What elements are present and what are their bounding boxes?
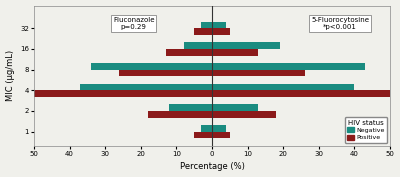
Bar xyxy=(80,84,212,90)
Bar xyxy=(120,70,212,76)
Bar xyxy=(212,70,304,76)
Bar xyxy=(212,22,226,28)
Bar xyxy=(148,111,212,118)
Bar xyxy=(212,42,280,49)
Bar xyxy=(212,111,276,118)
Bar xyxy=(212,28,230,35)
Bar xyxy=(212,84,354,90)
Y-axis label: MIC (μg/mL): MIC (μg/mL) xyxy=(6,50,14,101)
Bar xyxy=(212,104,258,111)
Bar xyxy=(212,90,397,97)
Bar xyxy=(212,125,226,132)
Bar xyxy=(27,90,212,97)
Bar xyxy=(201,125,212,132)
Bar xyxy=(212,132,230,138)
Bar xyxy=(194,28,212,35)
Bar xyxy=(212,49,258,56)
Bar xyxy=(169,104,212,111)
Bar xyxy=(212,63,365,70)
Bar xyxy=(91,63,212,70)
Bar xyxy=(194,132,212,138)
Bar xyxy=(166,49,212,56)
Text: 5-Fluorocytosine
*p<0.001: 5-Fluorocytosine *p<0.001 xyxy=(311,17,369,30)
Bar xyxy=(184,42,212,49)
Legend: Negative, Positive: Negative, Positive xyxy=(345,117,387,143)
Text: Fluconazole
p=0.29: Fluconazole p=0.29 xyxy=(113,17,154,30)
X-axis label: Percentage (%): Percentage (%) xyxy=(180,162,244,172)
Bar xyxy=(201,22,212,28)
